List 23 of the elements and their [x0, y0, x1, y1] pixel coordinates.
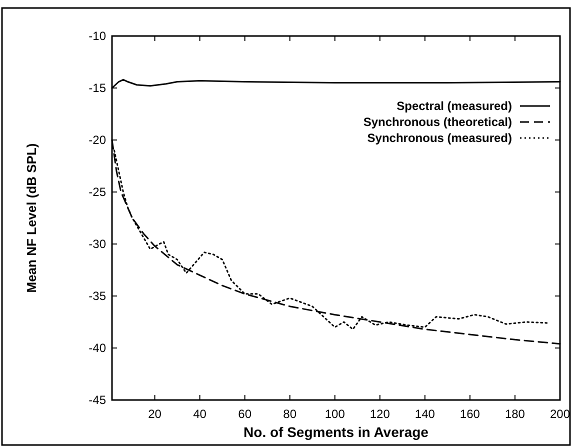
legend-label: Synchronous (theoretical) — [363, 115, 512, 129]
legend-label: Synchronous (measured) — [367, 131, 512, 145]
x-tick-label: 80 — [283, 407, 297, 421]
y-tick-label: -45 — [88, 393, 106, 407]
x-tick-label: 200 — [550, 407, 570, 421]
x-tick-label: 120 — [370, 407, 390, 421]
y-tick-label: -35 — [88, 289, 106, 303]
y-axis-title: Mean NF Level (dB SPL) — [24, 143, 39, 293]
y-tick-label: -40 — [88, 341, 106, 355]
x-tick-label: 40 — [193, 407, 207, 421]
x-tick-label: 140 — [414, 407, 436, 421]
y-tick-label: -20 — [88, 133, 106, 147]
x-axis-title: No. of Segments in Average — [244, 424, 429, 440]
legend-label: Spectral (measured) — [396, 99, 512, 113]
y-tick-label: -10 — [88, 29, 106, 43]
x-tick-label: 160 — [460, 407, 480, 421]
x-tick-label: 180 — [504, 407, 526, 421]
y-tick-label: -25 — [88, 185, 106, 199]
x-tick-label: 20 — [148, 407, 162, 421]
x-tick-label: 60 — [238, 407, 252, 421]
y-tick-label: -30 — [88, 237, 106, 251]
y-tick-label: -15 — [88, 81, 106, 95]
x-tick-label: 100 — [324, 407, 346, 421]
